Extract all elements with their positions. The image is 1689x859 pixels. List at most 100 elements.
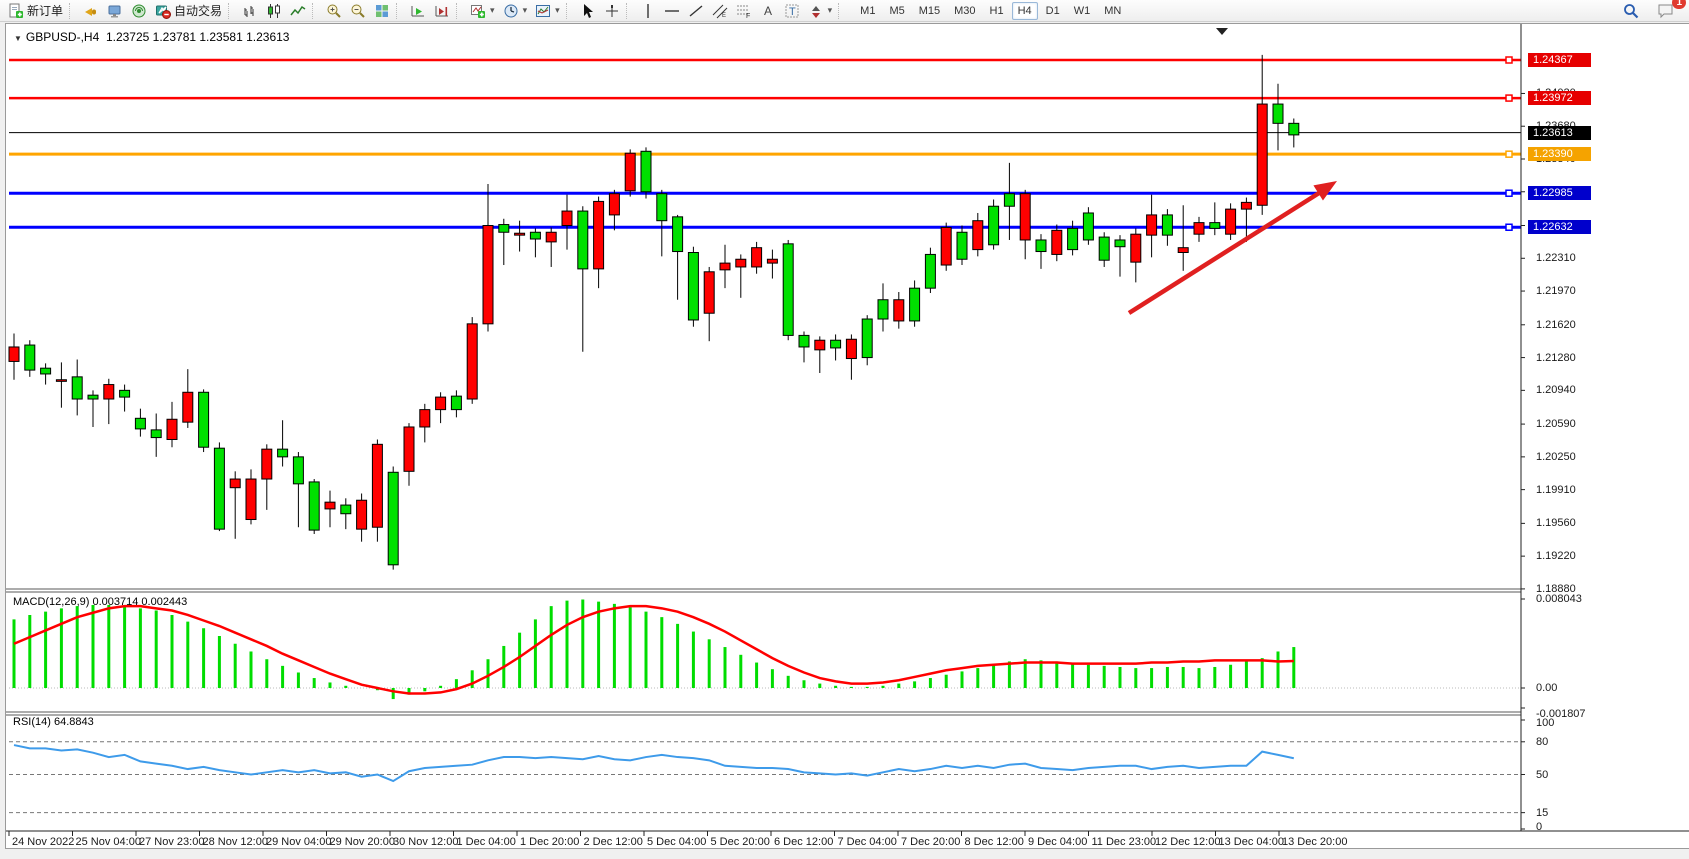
bear-candle[interactable]: [229, 478, 241, 489]
bull-candle[interactable]: [1003, 193, 1015, 207]
bear-candle[interactable]: [940, 226, 952, 266]
timeframe-d1-button[interactable]: D1: [1045, 4, 1060, 17]
bull-candle[interactable]: [292, 456, 304, 485]
horizontal-line-button[interactable]: [660, 1, 684, 21]
bear-candle[interactable]: [845, 338, 857, 360]
bear-candle[interactable]: [1146, 214, 1158, 236]
bull-candle[interactable]: [450, 395, 462, 411]
bear-candle[interactable]: [624, 152, 636, 192]
bear-candle[interactable]: [561, 210, 573, 227]
bull-candle[interactable]: [387, 471, 399, 566]
trend-arrow-head[interactable]: [1313, 181, 1337, 201]
bear-candle[interactable]: [766, 258, 778, 264]
chat-button[interactable]: 1: [1653, 0, 1686, 21]
bull-candle[interactable]: [672, 216, 684, 253]
bull-candle[interactable]: [1209, 222, 1221, 229]
bar-chart-button[interactable]: [238, 1, 262, 21]
bear-candle[interactable]: [814, 339, 826, 351]
cursor-button[interactable]: [576, 1, 600, 21]
trend-line-button[interactable]: [684, 1, 708, 21]
timeframe-m5-button[interactable]: M5: [889, 4, 905, 17]
bear-candle[interactable]: [261, 448, 273, 480]
bear-candle[interactable]: [719, 262, 731, 271]
timeframe-mn-button[interactable]: MN: [1104, 4, 1122, 17]
bear-candle[interactable]: [166, 418, 178, 441]
bear-candle[interactable]: [182, 391, 194, 423]
line-handle[interactable]: [1505, 94, 1513, 102]
bear-candle[interactable]: [1177, 247, 1189, 254]
bull-candle[interactable]: [861, 318, 873, 359]
bear-candle[interactable]: [466, 323, 478, 400]
bear-candle[interactable]: [593, 200, 605, 270]
vertical-line-button[interactable]: [636, 1, 660, 21]
bull-candle[interactable]: [924, 253, 936, 289]
text-label-button[interactable]: T: [780, 1, 804, 21]
bull-candle[interactable]: [1098, 236, 1110, 261]
bull-candle[interactable]: [87, 394, 99, 400]
templates-button[interactable]: ▾: [531, 1, 564, 21]
text-button[interactable]: A: [756, 1, 780, 21]
timeframe-h1-button[interactable]: H1: [989, 4, 1004, 17]
bear-candle[interactable]: [403, 426, 415, 472]
bear-candle[interactable]: [514, 232, 526, 236]
bear-candle[interactable]: [1225, 208, 1237, 235]
bear-candle[interactable]: [703, 271, 715, 314]
line-chart-button[interactable]: [286, 1, 310, 21]
chart-window[interactable]: ▼ GBPUSD-,H4 1.23725 1.23781 1.23581 1.23…: [5, 23, 1689, 849]
bear-candle[interactable]: [324, 501, 336, 510]
bull-candle[interactable]: [198, 391, 210, 448]
dropdown-arrow-icon[interactable]: ▾: [522, 5, 528, 15]
bear-candle[interactable]: [545, 231, 557, 243]
bull-candle[interactable]: [1035, 239, 1047, 253]
market-watch-button[interactable]: [103, 1, 127, 21]
chevron-down-icon[interactable]: ▼: [14, 34, 22, 43]
bear-candle[interactable]: [435, 396, 447, 411]
bull-candle[interactable]: [1288, 122, 1300, 136]
bull-candle[interactable]: [656, 193, 668, 222]
bull-candle[interactable]: [150, 429, 162, 439]
periods-button[interactable]: ▾: [499, 1, 532, 21]
candle-chart-button[interactable]: [262, 1, 286, 21]
bear-candle[interactable]: [1130, 233, 1142, 263]
bear-candle[interactable]: [1256, 103, 1268, 206]
bull-candle[interactable]: [877, 299, 889, 320]
bull-candle[interactable]: [1114, 239, 1126, 248]
bull-candle[interactable]: [577, 210, 589, 270]
line-handle[interactable]: [1505, 223, 1513, 231]
bull-candle[interactable]: [119, 389, 131, 398]
bear-candle[interactable]: [735, 258, 747, 268]
bull-candle[interactable]: [134, 417, 146, 430]
line-handle[interactable]: [1505, 189, 1513, 197]
bull-candle[interactable]: [1272, 103, 1284, 124]
bear-candle[interactable]: [371, 443, 383, 528]
timeframe-w1-button[interactable]: W1: [1073, 4, 1091, 17]
bull-candle[interactable]: [308, 481, 320, 531]
bear-candle[interactable]: [356, 499, 368, 530]
bull-candle[interactable]: [909, 287, 921, 322]
arrows-button[interactable]: ▾: [804, 1, 837, 21]
bear-candle[interactable]: [103, 384, 115, 400]
zoom-out-button[interactable]: [346, 1, 370, 21]
timeframe-m1-button[interactable]: M1: [860, 4, 876, 17]
equidistant-channel-button[interactable]: E: [708, 1, 732, 21]
bear-candle[interactable]: [8, 346, 20, 362]
bull-candle[interactable]: [213, 447, 225, 530]
bear-candle[interactable]: [751, 247, 763, 268]
timeframe-m30-button[interactable]: M30: [954, 4, 976, 17]
bull-candle[interactable]: [498, 224, 510, 233]
bull-candle[interactable]: [1161, 214, 1173, 236]
timeframe-m15-button[interactable]: M15: [918, 4, 941, 17]
fibonacci-button[interactable]: F: [732, 1, 756, 21]
bear-candle[interactable]: [893, 299, 905, 322]
bull-candle[interactable]: [277, 448, 289, 458]
tile-windows-button[interactable]: [370, 1, 394, 21]
bull-candle[interactable]: [830, 339, 842, 349]
search-button[interactable]: [1619, 1, 1643, 21]
bull-candle[interactable]: [529, 231, 541, 240]
autotrading-button[interactable]: 自动交易: [151, 1, 226, 21]
bull-candle[interactable]: [798, 334, 810, 348]
line-handle[interactable]: [1505, 150, 1513, 158]
bear-candle[interactable]: [608, 193, 620, 216]
bull-candle[interactable]: [1067, 227, 1079, 251]
bull-candle[interactable]: [956, 231, 968, 260]
